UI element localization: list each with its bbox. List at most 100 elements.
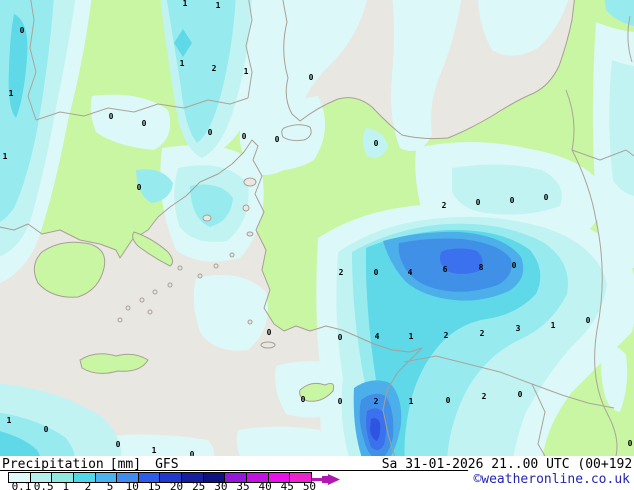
island-rhodes [260, 341, 276, 349]
grid-value: 3 [515, 324, 521, 333]
grid-value: 4 [374, 332, 380, 341]
grid-value: 1 [8, 89, 14, 98]
grid-value: 0 [207, 128, 213, 137]
grid-value: 1 [179, 59, 185, 68]
colorbar-tick: 35 [236, 480, 250, 490]
grid-value: 0 [585, 316, 591, 325]
islet [147, 309, 153, 315]
colorbar-segment [95, 473, 118, 482]
grid-value: 4 [407, 268, 413, 277]
grid-value: 0 [373, 268, 379, 277]
island-samos [246, 231, 254, 237]
grid-value: 0 [627, 439, 633, 448]
islet [139, 297, 145, 303]
grid-value: 1 [182, 0, 188, 8]
grid-value: 0 [511, 261, 517, 270]
model-label: GFS [155, 457, 179, 472]
legend-title-label: Precipitation [2, 457, 104, 472]
grid-value: 0 [274, 135, 280, 144]
grid-value: 1 [243, 67, 249, 76]
legend-bar: Precipitation [mm] GFS 0.1 0.5 1 2 5 10 15 20 25 30… [0, 456, 634, 490]
grid-value: 0 [136, 183, 142, 192]
island-chios [242, 204, 250, 212]
colorbar-segment [225, 473, 248, 482]
colorbar-segment [160, 473, 183, 482]
colorbar-tick: 15 [147, 480, 162, 490]
peloponnese [33, 241, 106, 298]
colorbar-tick-labels: 0.1 0.5 1 2 5 10 15 20 25 30 35 40 45 50 [0, 480, 400, 490]
colorbar-tick: 0.5 [33, 480, 54, 490]
islet [152, 289, 158, 295]
colorbar-tick: 1 [62, 480, 70, 490]
grid-value: 1 [2, 152, 8, 161]
balkan-border-west [27, 0, 37, 121]
legend-unit: [mm] [109, 457, 142, 472]
colorbar-tick: 40 [258, 480, 272, 490]
grid-value: 0 [373, 139, 379, 148]
colorbar-segment [52, 473, 74, 482]
colorbar-segment [30, 473, 53, 482]
grid-value: 1 [408, 397, 414, 406]
islet [177, 265, 183, 271]
grid-value: 1 [408, 332, 414, 341]
grid-value: 0 [337, 397, 343, 406]
islet [167, 282, 173, 288]
map-canvas [0, 0, 634, 456]
legend-title: Precipitation [mm] GFS [2, 457, 179, 472]
colorbar-tick: 2 [84, 480, 92, 490]
caucasus-border-branch [571, 149, 634, 161]
islet [229, 252, 235, 258]
forecast-datetime: Sa 31-01-2026 21..00 UTC (00+192) [381, 457, 634, 472]
islet [197, 273, 203, 279]
iraq-border [531, 383, 546, 456]
islet [117, 317, 123, 323]
colorbar-segment [182, 473, 204, 482]
grid-value: 0 [189, 450, 195, 457]
colorbar-tick: 45 [280, 480, 294, 490]
grid-value: 6 [442, 265, 448, 274]
grid-value: 2 [211, 64, 217, 73]
islet [213, 263, 219, 269]
grid-value: 0 [241, 132, 247, 141]
cyprus [299, 382, 335, 402]
colorbar-segment [73, 473, 96, 482]
colorbar-segment [290, 473, 311, 482]
caucasus-border [565, 89, 618, 456]
syria-border [403, 355, 615, 409]
grid-value: 2 [443, 331, 449, 340]
grid-value: 0 [141, 119, 147, 128]
grid-value: 0 [115, 440, 121, 449]
grid-value: 1 [215, 1, 221, 10]
colorbar-arrow-icon [312, 471, 342, 490]
grid-value: 2 [479, 329, 485, 338]
grid-value: 2 [481, 392, 487, 401]
colorbar-tick: 50 [302, 480, 317, 490]
colorbar-tick: 20 [169, 480, 184, 490]
island-lesbos [243, 177, 257, 187]
grid-value: 0 [266, 328, 272, 337]
grid-value: 0 [509, 196, 515, 205]
legend-divider [0, 470, 468, 471]
grid-value: 2 [441, 201, 447, 210]
grid-value: 2 [338, 268, 344, 277]
colorbar-segment [9, 473, 31, 482]
grid-value: 1 [6, 416, 12, 425]
grid-value: 0 [475, 198, 481, 207]
colorbar-segment [117, 473, 139, 482]
grid-value: 0 [337, 333, 343, 342]
grid-value: 8 [478, 263, 484, 272]
mediterranean-coastline [0, 139, 423, 456]
colorbar-tick: 5 [106, 480, 114, 490]
precipitation-colorbar [8, 472, 312, 483]
colorbar-tick: 30 [214, 480, 228, 490]
colorbar-segment [203, 473, 226, 482]
colorbar-tick: 25 [192, 480, 206, 490]
grid-value: 0 [108, 112, 114, 121]
grid-value: 0 [445, 396, 451, 405]
grid-value: 1 [550, 321, 556, 330]
grid-value: 2 [373, 397, 379, 406]
grid-value: 0 [43, 425, 49, 434]
grid-value: 0 [543, 193, 549, 202]
black-sea-coastline [282, 0, 575, 140]
